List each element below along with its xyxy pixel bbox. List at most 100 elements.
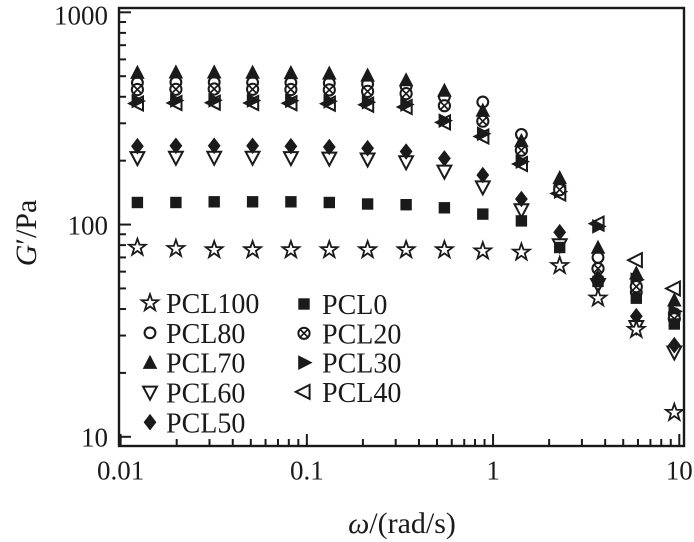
filled-triangle-up-data-point [130,64,145,79]
open-star-data-point [471,239,494,261]
open-star-data-point [318,238,341,260]
circle-x-data-point [399,86,413,101]
y-axis-label: G′/Pa [10,200,43,267]
legend-item-PCL60: PCL60 [141,378,245,409]
filled-square-data-point [285,196,297,208]
circle-x-data-point [514,143,529,157]
open-star-data-point [279,238,302,260]
filled-triangle-up-data-point [629,265,644,280]
filled-diamond-data-point [399,143,413,160]
open-star-data-point [126,235,149,257]
filled-triangle-up-data-point [168,64,184,79]
circle-x-data-point [437,99,451,113]
y-tick-label: 10 [81,423,108,453]
filled-square-data-point [361,198,374,210]
filled-square-data-point [208,196,220,208]
filled-square-data-point [554,241,566,254]
open-star-data-point [241,238,264,260]
legend-label: PCL100 [166,289,259,320]
legend-label: PCL30 [322,349,401,380]
legend-item-PCL0: PCL0 [298,290,387,321]
y-axis [119,11,131,438]
filled-diamond-data-point [438,150,451,167]
series-layer [126,64,686,422]
filled-triangle-right-data-point [361,94,377,110]
filled-diamond-data-point [629,307,643,325]
open-triangle-down-icon [141,385,159,402]
filled-triangle-right-data-point [477,126,492,142]
circle-x-data-point [130,82,144,97]
filled-triangle-right-data-point [323,93,338,109]
filled-square-data-point [400,199,412,211]
filled-diamond-data-point [361,139,374,157]
filled-square-data-point [515,215,528,227]
legend-label: PCL20 [322,319,401,350]
axis-labels: ω/(rad/s) G′/Pa [10,200,456,540]
open-star-data-point [164,237,187,259]
legend-label: PCL40 [322,378,401,409]
filled-triangle-right-data-point [515,154,530,169]
filled-triangle-up-data-point [437,82,452,97]
legend-item-PCL100: PCL100 [139,289,259,320]
y-tick-label: 100 [68,210,109,240]
series-PCL0 [131,196,680,330]
filled-square-data-point [246,196,259,208]
open-star-data-point [587,286,609,308]
circle-x-data-point [629,280,643,294]
filled-triangle-right-data-point [592,219,607,234]
filled-square-data-point [170,196,182,209]
circle-x-data-point [207,82,221,96]
filled-triangle-right-icon [298,355,313,370]
legend-item-PCL30: PCL30 [298,349,401,380]
legend-item-PCL80: PCL80 [143,319,245,350]
x-tick-label: 0.01 [97,456,144,486]
filled-diamond-data-point [667,336,681,354]
filled-triangle-up-data-point [398,72,414,87]
filled-triangle-up-data-point [245,64,260,79]
filled-triangle-up-data-point [590,239,606,254]
open-triangle-left-data-point [663,279,681,298]
series-PCL70 [130,64,682,307]
legend-label: PCL0 [322,290,387,321]
filled-triangle-right-data-point [170,93,185,108]
circle-x-data-point [553,183,567,197]
legend-item-PCL50: PCL50 [143,408,245,439]
filled-diamond-data-point [284,137,298,155]
plot-frame [117,6,686,448]
filled-triangle-up-data-point [552,170,567,185]
open-star-data-point [625,318,648,339]
filled-triangle-up-data-point [514,133,529,148]
open-circle-icon [143,326,157,340]
circle-x-data-point [169,82,183,96]
filled-diamond-icon [143,413,157,431]
filled-triangle-up-data-point [475,102,491,117]
filled-triangle-up-data-point [322,65,337,80]
open-triangle-left-data-point [625,251,643,269]
series-PCL20 [130,82,681,326]
x-tick-label: 0.1 [290,456,324,486]
filled-triangle-right-data-point [438,113,453,128]
circle-x-data-point [284,82,298,97]
filled-triangle-right-data-point [246,93,262,108]
filled-square-data-point [592,275,604,288]
open-star-data-point [548,254,571,276]
filled-triangle-up-data-point [360,67,375,82]
legend-label: PCL80 [166,319,245,350]
x-tick-labels: 0.01 0.1 1 10 [97,456,693,486]
circle-x-data-point [322,83,336,97]
legend-item-PCL40: PCL40 [293,378,401,409]
legend-item-PCL20: PCL20 [297,319,401,350]
series-PCL100 [126,235,686,422]
open-star-data-point [433,238,456,260]
open-star-data-point [663,401,686,422]
circle-x-data-point [361,84,375,99]
legend-label: PCL70 [166,349,245,380]
filled-triangle-right-data-point [208,92,223,108]
y-tick-label: 1000 [54,1,108,31]
filled-square-data-point [323,196,335,209]
filled-square-data-point [630,292,642,304]
filled-square-data-point [131,196,144,209]
